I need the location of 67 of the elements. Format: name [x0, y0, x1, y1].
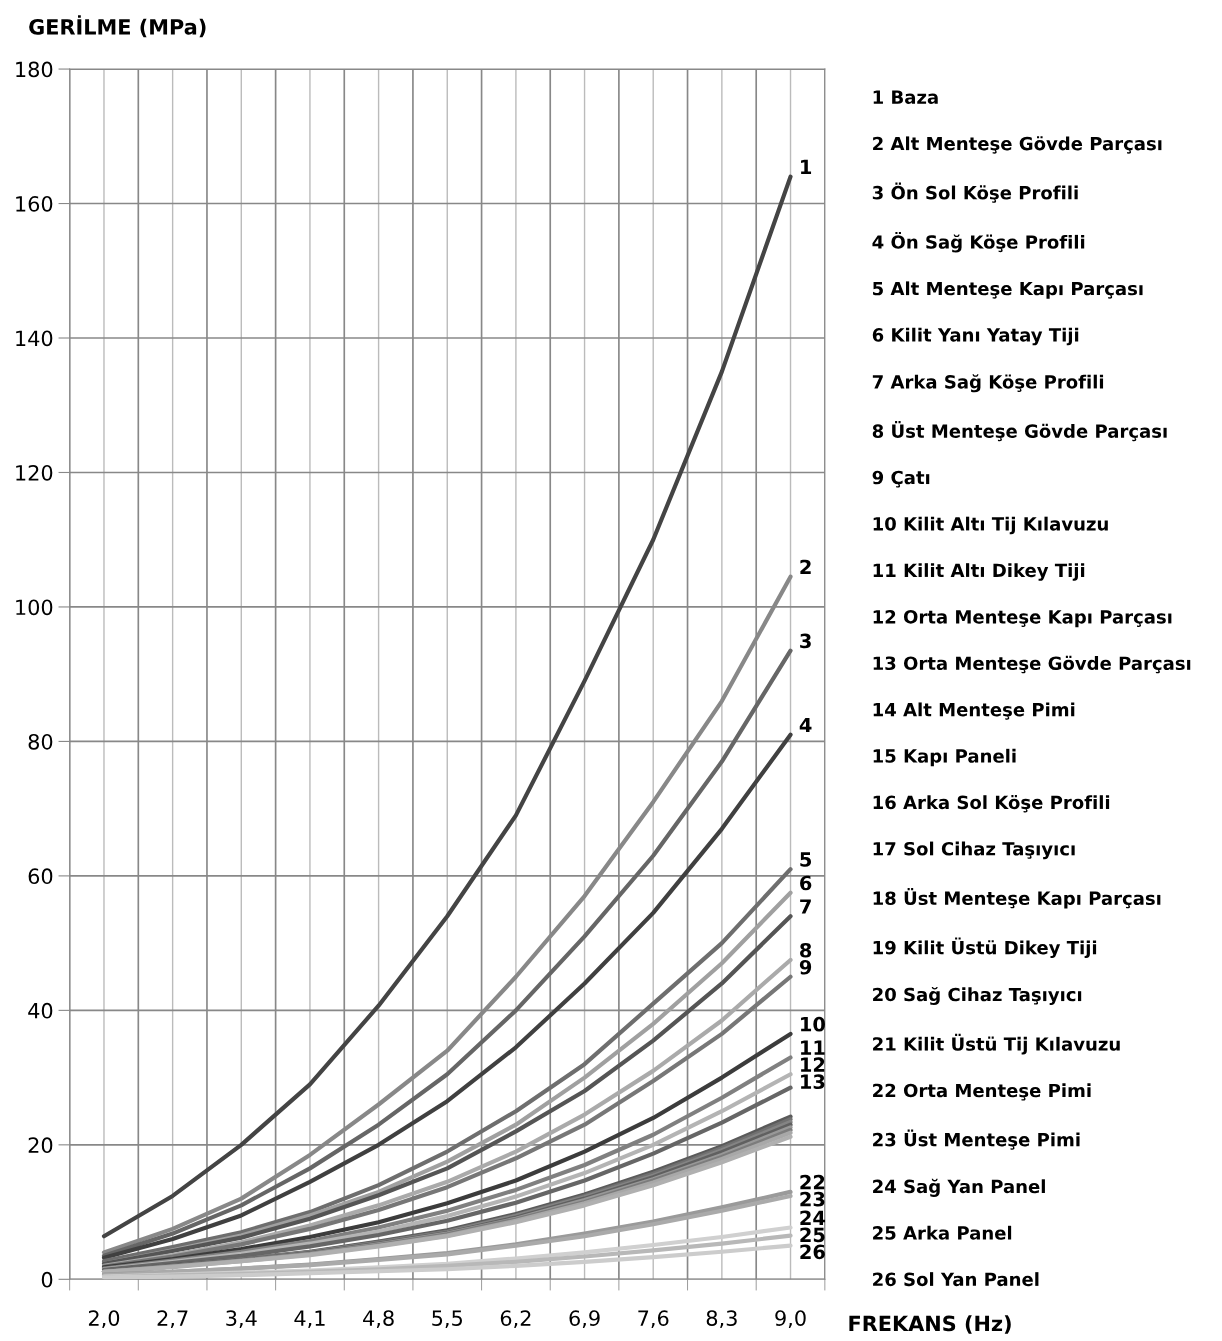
text: 21 Kilit Üstü Tij Kılavuzu: [873, 1033, 1120, 1055]
text: 23 Üst Menteşe Pimi: [873, 1129, 1080, 1150]
x-tick-label: 2,7: [157, 1310, 188, 1329]
text: 10 Kilit Altı Tij Kılavuzu: [873, 516, 1108, 535]
text: 24 Sağ Yan Panel: [873, 1178, 1045, 1197]
annotation: 1: [801, 159, 812, 174]
x-tick-label: 9,0: [775, 1310, 806, 1329]
annotation: 2: [800, 559, 811, 575]
annotation: 12: [801, 1057, 825, 1072]
text: 9 Çatı: [872, 470, 930, 488]
text: 6 Kilit Yanı Yatay Tiji: [872, 327, 1079, 346]
text: 14 Alt Menteşe Pimi: [873, 702, 1075, 720]
x-tick-label: 4,1: [294, 1310, 325, 1329]
y-tick-label: 80: [28, 733, 53, 750]
annotation: 25: [800, 1227, 825, 1243]
y-tick-label: 60: [28, 868, 53, 885]
annotation: 11: [801, 1040, 825, 1055]
text: 3 Ön Sol Köşe Profili: [872, 182, 1078, 203]
text: 16 Arka Sol Köşe Profili: [873, 794, 1110, 813]
text: 15 Kapı Paneli: [873, 748, 1016, 767]
y-tick-label: 120: [16, 464, 53, 481]
y-tick-label: 160: [16, 195, 53, 212]
text: 7 Arka Sağ Köşe Profili: [872, 374, 1104, 393]
text: 1 Baza: [873, 90, 938, 104]
annotation: 24: [800, 1210, 826, 1225]
x-tick-label: 6,2: [500, 1310, 531, 1329]
text: 19 Kilit Üstü Dikey Tiji: [873, 937, 1097, 959]
annotation: 3: [800, 633, 811, 649]
x-tick-label: 5,5: [432, 1310, 462, 1329]
text: 13 Orta Menteşe Gövde Parçası: [873, 655, 1191, 674]
y-tick-label: 20: [28, 1137, 53, 1154]
annotation: 22: [800, 1174, 825, 1190]
annotation: 7: [800, 899, 811, 914]
annotation: 8: [800, 942, 812, 958]
x-tick-label: 2,0: [88, 1310, 120, 1329]
annotation: 13: [801, 1074, 825, 1090]
x-tick-label: 7,6: [638, 1310, 669, 1329]
text: 25 Arka Panel: [873, 1225, 1012, 1240]
y-axis-title: GERİLME (MPa): [29, 15, 206, 38]
y-tick-label: 140: [16, 330, 53, 347]
annotation: 6: [800, 875, 812, 891]
y-tick-label: 100: [16, 599, 53, 616]
text: 26 Sol Yan Panel: [873, 1272, 1039, 1287]
text: 5 Alt Menteşe Kapı Parçası: [873, 281, 1143, 299]
x-axis-title: FREKANS (Hz): [849, 1315, 1011, 1334]
x-tick-label: 8,3: [706, 1310, 737, 1329]
x-tick-label: 3,4: [226, 1310, 257, 1329]
y-tick-label: 40: [28, 1002, 53, 1019]
text: 2 Alt Menteşe Gövde Parçası: [873, 136, 1162, 154]
x-tick-label: 6,9: [569, 1310, 600, 1329]
y-tick-label: 180: [16, 61, 53, 78]
annotation: 23: [800, 1191, 825, 1207]
text: 22 Orta Menteşe Pimi: [873, 1083, 1091, 1101]
annotation: 9: [799, 959, 812, 975]
text: 8 Üst Menteşe Gövde Parçası: [872, 420, 1167, 442]
annotation: 5: [800, 852, 812, 867]
text: 4 Ön Sağ Köşe Profili: [872, 231, 1085, 253]
y-tick-label: 0: [41, 1271, 53, 1288]
text: 12 Orta Menteşe Kapı Parçası: [873, 610, 1172, 628]
x-tick-label: 4,8: [363, 1310, 394, 1329]
text: 20 Sağ Cihaz Taşıyıcı: [873, 986, 1082, 1005]
annotation: 26: [800, 1244, 825, 1260]
text: 11 Kilit Altı Dikey Tiji: [873, 563, 1085, 581]
annotation: 10: [801, 1016, 825, 1032]
text: 18 Üst Menteşe Kapı Parçası: [873, 888, 1161, 909]
annotation: 4: [799, 717, 812, 733]
text: 17 Sol Cihaz Taşıyıcı: [873, 841, 1075, 860]
